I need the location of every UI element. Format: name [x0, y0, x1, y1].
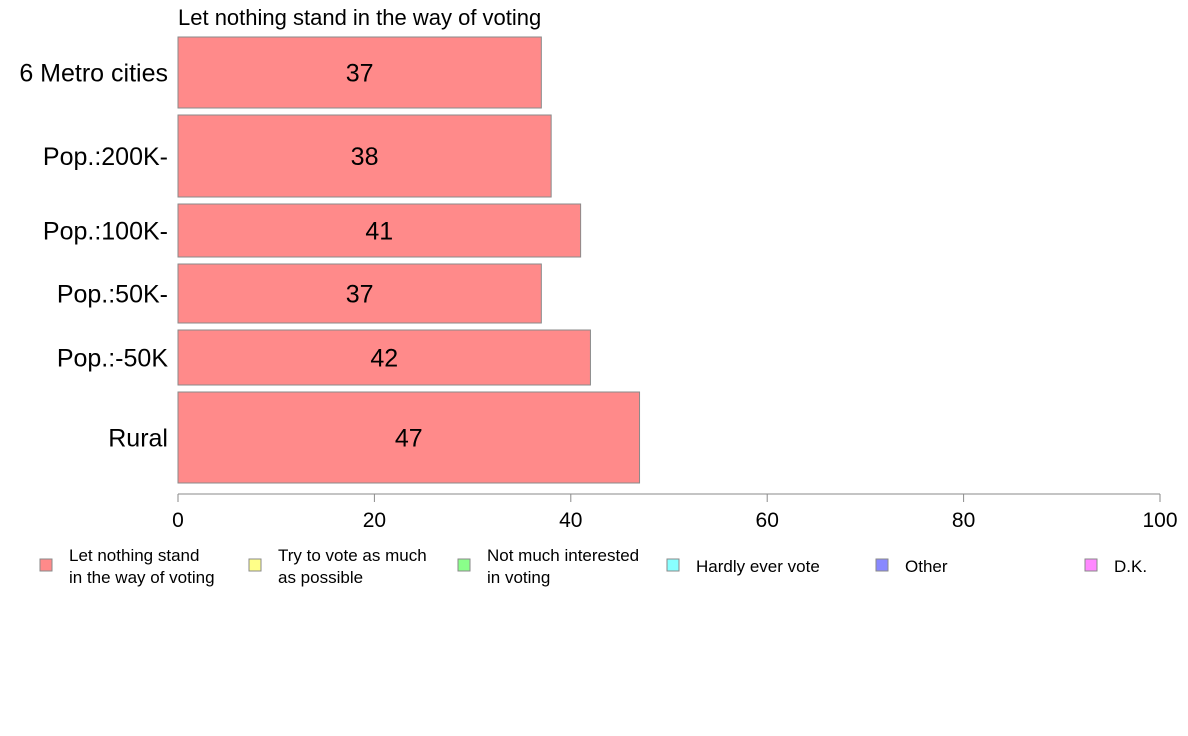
bar-value-label: 42	[370, 345, 398, 373]
bar-value-label: 41	[365, 218, 393, 246]
x-tick-label: 80	[952, 509, 975, 532]
category-label: Pop.:50K-	[57, 281, 168, 309]
legend-item: Let nothing stand in the way of voting	[39, 546, 215, 587]
x-tick-label: 60	[756, 509, 779, 532]
legend-swatch	[1084, 558, 1098, 572]
legend-label: in voting	[487, 568, 550, 587]
bar-4	[177, 329, 591, 386]
legend-swatch	[39, 558, 53, 572]
category-label: Pop.:200K-	[43, 143, 168, 171]
x-axis: 0 20 40 60 80 100	[172, 493, 1178, 532]
bar-3	[177, 263, 542, 324]
chart-title: Let nothing stand in the way of voting	[178, 5, 541, 30]
legend: Let nothing stand in the way of voting Try…	[39, 546, 1147, 587]
bar-value-label: 37	[346, 281, 374, 309]
x-tick-label: 0	[172, 509, 184, 532]
legend-item: Hardly ever vote	[666, 557, 820, 576]
bar-2	[177, 203, 582, 258]
legend-label: Hardly ever vote	[696, 557, 820, 576]
legend-item: Try to vote as much as possible	[248, 546, 427, 587]
bar-1	[177, 114, 552, 198]
category-label: Pop.:100K-	[43, 218, 168, 246]
legend-label: D.K.	[1114, 557, 1147, 576]
bars: 37 6 Metro cities 38 Pop.:200K- 41 Pop.:100K-…	[19, 36, 641, 484]
category-label: Rural	[108, 425, 168, 453]
bar-0	[177, 36, 542, 109]
legend-swatch	[248, 558, 262, 572]
bar-value-label: 38	[351, 143, 379, 171]
x-tick-label: 40	[559, 509, 582, 532]
category-label: 6 Metro cities	[19, 60, 168, 88]
bar-value-label: 37	[346, 60, 374, 88]
legend-label: Not much interested	[487, 546, 639, 565]
x-tick-label: 20	[363, 509, 386, 532]
legend-item: Not much interested in voting	[457, 546, 639, 587]
legend-swatch	[875, 558, 889, 572]
bar-value-label: 47	[395, 425, 423, 453]
legend-swatch	[457, 558, 471, 572]
legend-label: Let nothing stand	[69, 546, 199, 565]
bar-5	[177, 391, 641, 484]
legend-label: Try to vote as much	[278, 546, 427, 565]
category-label: Pop.:-50K	[57, 345, 169, 373]
x-tick-label: 100	[1142, 509, 1177, 532]
legend-label: Other	[905, 557, 948, 576]
legend-label: as possible	[278, 568, 363, 587]
legend-item: Other	[875, 557, 948, 576]
legend-item: D.K.	[1084, 557, 1147, 576]
legend-label: in the way of voting	[69, 568, 215, 587]
legend-swatch	[666, 558, 680, 572]
